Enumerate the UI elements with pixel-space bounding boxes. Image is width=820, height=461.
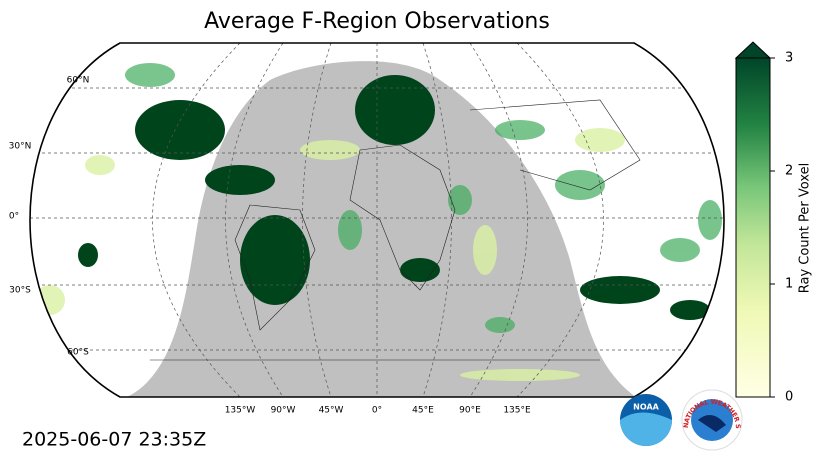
observation-cells-low xyxy=(35,128,625,381)
colorbar-tick-label: 1 xyxy=(785,277,793,292)
lon-label: 0° xyxy=(372,406,382,416)
colorbar-tick-label: 3 xyxy=(785,51,793,66)
map-title: Average F-Region Observations xyxy=(204,9,550,34)
colorbar-tick-label: 2 xyxy=(785,164,793,179)
lon-label: 45°E xyxy=(412,406,434,416)
colorbar-ticks: 0 1 2 3 xyxy=(770,51,793,405)
lon-label: 135°W xyxy=(225,406,256,416)
lat-label: 30°N xyxy=(9,142,32,152)
night-region xyxy=(120,61,640,397)
observation-cells xyxy=(78,75,710,320)
graticule xyxy=(30,43,724,397)
lat-label: 0° xyxy=(9,212,19,222)
lat-label: 60°S xyxy=(67,348,89,358)
colorbar-label: Ray Count Per Voxel xyxy=(798,163,813,293)
colorbar-frame xyxy=(735,57,771,398)
colorbar xyxy=(736,58,770,397)
lon-label: 90°W xyxy=(271,406,296,416)
observation-cells-mid xyxy=(125,63,722,333)
noaa-text: NOAA xyxy=(633,403,659,412)
lon-label: 90°E xyxy=(459,406,481,416)
colorbar-extend xyxy=(734,41,772,59)
map-body xyxy=(30,43,724,397)
axis-labels: 60°N 30°N 0° 30°S 60°S 135°W 90°W 45°W 0° 45°E 90°… xyxy=(9,76,531,416)
lon-label: 45°W xyxy=(319,406,344,416)
nws-emblem xyxy=(698,415,726,432)
coastlines xyxy=(150,99,641,361)
lat-label: 30°S xyxy=(9,286,31,296)
colorbar-tick-label: 0 xyxy=(785,390,793,405)
lat-label: 60°N xyxy=(67,76,90,86)
timestamp: 2025-06-07 23:35Z xyxy=(22,429,206,451)
map-border xyxy=(29,42,725,398)
noaa-logo: NOAA xyxy=(620,394,672,446)
noaa-wave xyxy=(620,412,672,446)
lon-label: 135°E xyxy=(503,406,531,416)
